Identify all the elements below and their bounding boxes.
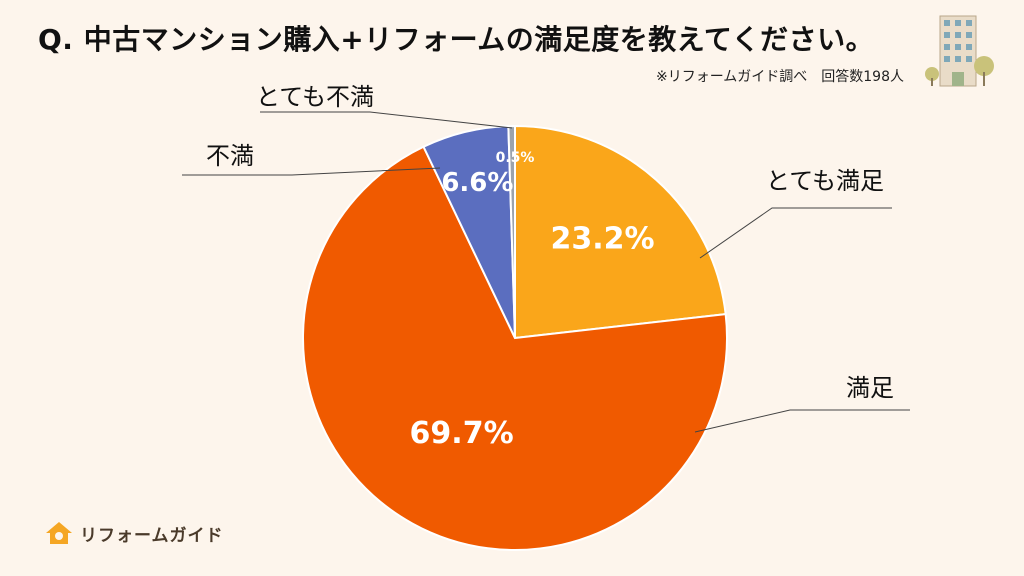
slice-value-label-4: 0.5% bbox=[496, 150, 535, 166]
pie-slice-1 bbox=[514, 124, 727, 340]
source-note: ※リフォームガイド調べ 回答数198人 bbox=[655, 69, 904, 85]
slice-category-label-2: 満足 bbox=[846, 374, 894, 402]
leader-line-1 bbox=[699, 207, 892, 259]
slice-value-label-1: 23.2% bbox=[551, 221, 655, 256]
slice-value-label-2: 69.7% bbox=[410, 416, 514, 451]
leader-line-3 bbox=[182, 167, 441, 176]
house-icon bbox=[46, 522, 72, 544]
slice-category-label-3: 不満 bbox=[206, 142, 254, 170]
pie-slice-2 bbox=[302, 145, 729, 551]
leader-line-4 bbox=[260, 111, 513, 129]
page-title: Q. 中古マンション購入+リフォームの満足度を教えてください。 bbox=[38, 23, 875, 56]
slice-category-label-4: とても不満 bbox=[256, 83, 374, 111]
brand-logo: リフォームガイド bbox=[44, 520, 224, 546]
pie-slice-4 bbox=[507, 124, 516, 339]
slice-value-label-3: 6.6% bbox=[441, 168, 513, 198]
building-icon bbox=[925, 15, 994, 87]
slice-category-label-1: とても満足 bbox=[766, 167, 884, 195]
brand-name: リフォームガイド bbox=[80, 525, 224, 546]
leader-line-2 bbox=[694, 409, 910, 433]
